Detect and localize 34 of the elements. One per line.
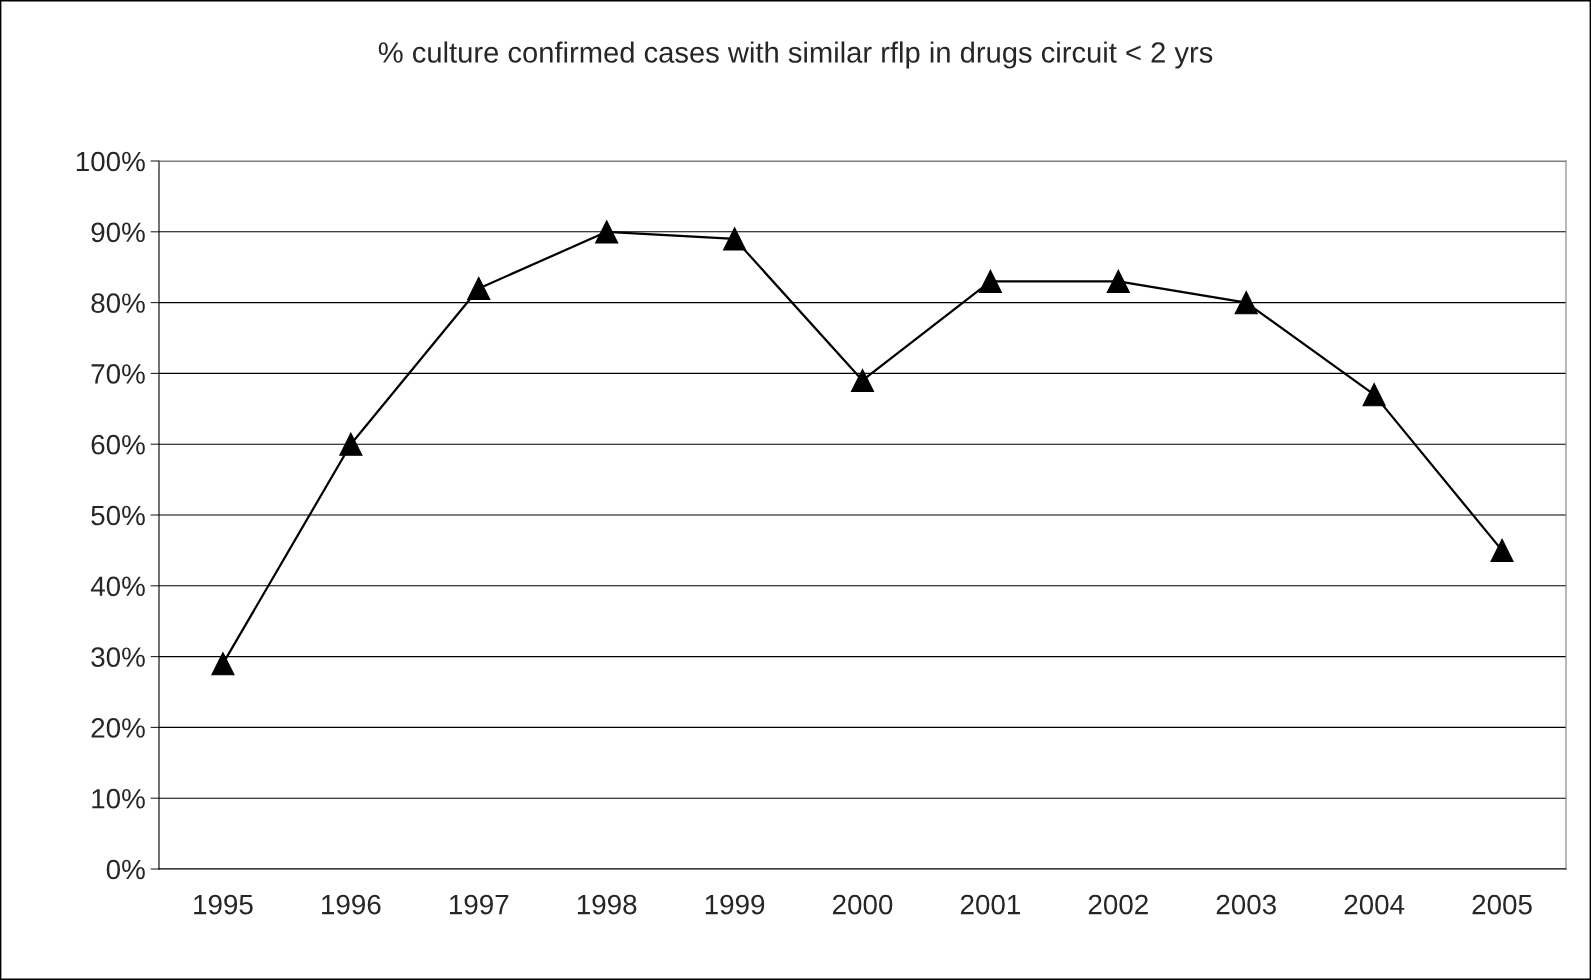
point bbox=[339, 432, 363, 456]
point bbox=[850, 368, 875, 393]
point bbox=[1362, 383, 1386, 407]
x-tick-label: 2002 bbox=[1088, 894, 1148, 915]
point bbox=[595, 220, 619, 244]
point bbox=[467, 276, 491, 301]
chart-title: % culture confirmed cases with similar rflp in drugs circuit < 2 yrs bbox=[378, 41, 1213, 69]
point bbox=[1490, 538, 1514, 563]
y-tick-label: 20% bbox=[91, 718, 145, 738]
x-tick-label: 2003 bbox=[1216, 894, 1276, 915]
x-tick-label: 1996 bbox=[322, 894, 381, 915]
point bbox=[722, 227, 747, 251]
y-tick-label: 70% bbox=[91, 364, 145, 384]
y-tick-label: 90% bbox=[91, 222, 145, 243]
point bbox=[1234, 290, 1258, 315]
x-tick-label: 1999 bbox=[705, 894, 765, 915]
y-tick-label: 30% bbox=[91, 647, 145, 667]
x-tick-label: 1997 bbox=[450, 894, 509, 915]
point bbox=[211, 652, 235, 676]
point bbox=[1106, 269, 1130, 293]
y-tick-label: 80% bbox=[91, 293, 145, 313]
x-tick-label: 2000 bbox=[833, 894, 893, 915]
point bbox=[978, 269, 1003, 293]
y-tick-label: 60% bbox=[91, 434, 145, 455]
y-tick-label: 0% bbox=[106, 859, 145, 880]
y-tick-label: 100% bbox=[76, 151, 145, 172]
y-tick-label: 50% bbox=[91, 505, 145, 526]
x-tick-label: 1998 bbox=[577, 894, 637, 915]
x-tick-label: 2005 bbox=[1472, 894, 1532, 915]
y-tick-label: 40% bbox=[90, 576, 145, 597]
y-tick-label: 10% bbox=[92, 788, 145, 809]
x-tick-label: 1995 bbox=[194, 894, 253, 915]
x-tick-label: 2001 bbox=[960, 894, 1020, 915]
x-tick-label: 2004 bbox=[1344, 894, 1405, 915]
